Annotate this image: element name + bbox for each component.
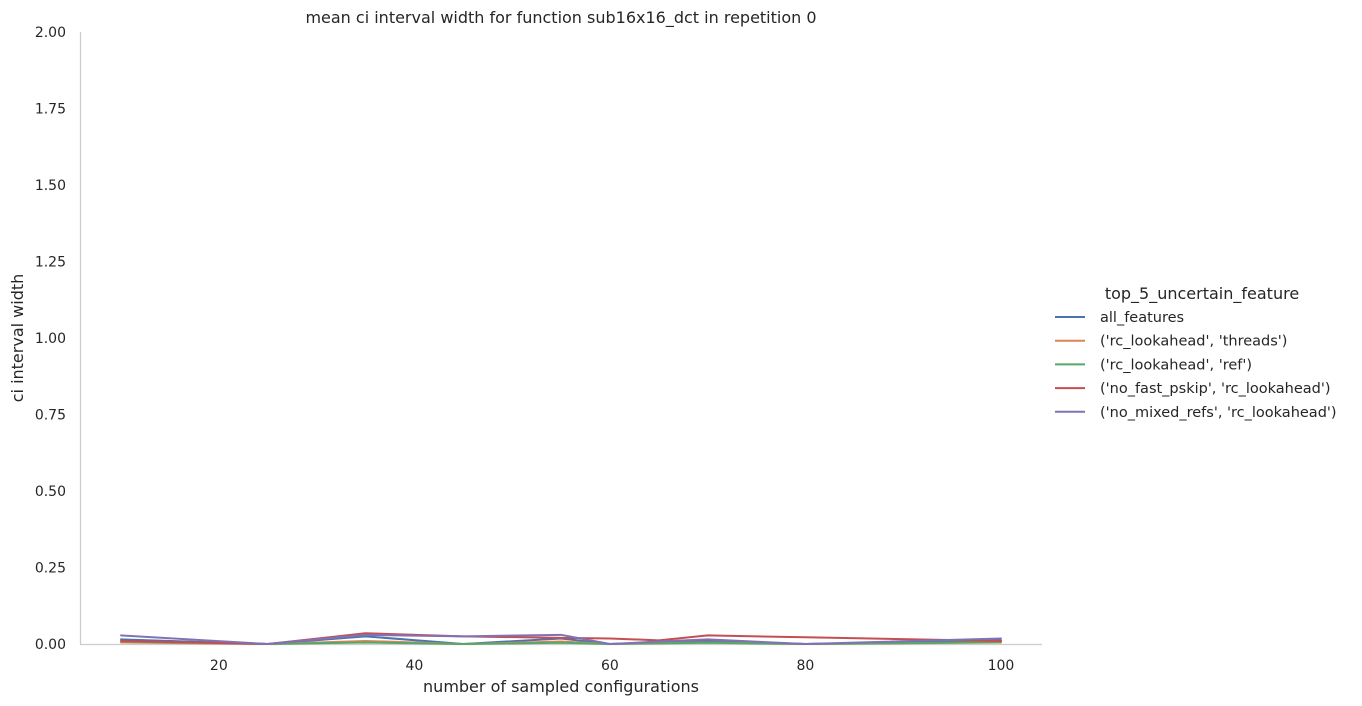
legend-label: ('no_fast_pskip', 'rc_lookahead') bbox=[1100, 381, 1331, 397]
y-tick-label: 0.00 bbox=[35, 637, 66, 653]
legend: top_5_uncertain_feature all_features ('rc… bbox=[1055, 284, 1337, 421]
legend-item: ('no_fast_pskip', 'rc_lookahead') bbox=[1055, 381, 1331, 397]
series-layer bbox=[120, 632, 1002, 645]
chart-title: mean ci interval width for function sub1… bbox=[305, 8, 816, 28]
x-tick-labels: 20 40 60 80 100 bbox=[210, 658, 1014, 674]
legend-label: all_features bbox=[1100, 310, 1184, 326]
y-tick-label: 1.25 bbox=[35, 255, 66, 271]
y-axis-title: ci interval width bbox=[8, 274, 27, 403]
legend-title: top_5_uncertain_feature bbox=[1105, 284, 1299, 304]
y-tick-label: 0.50 bbox=[35, 484, 66, 500]
series-line-2 bbox=[120, 640, 1002, 645]
series-line-4 bbox=[120, 633, 1002, 645]
x-tick-label: 40 bbox=[405, 658, 423, 674]
legend-label: ('rc_lookahead', 'ref') bbox=[1100, 357, 1252, 373]
y-tick-labels: 0.00 0.25 0.50 0.75 1.00 1.25 1.50 1.75 2.00 bbox=[35, 25, 66, 653]
legend-item: all_features bbox=[1055, 310, 1184, 326]
axes-layer bbox=[79, 32, 1042, 646]
x-axis-title: number of sampled configurations bbox=[423, 677, 699, 696]
y-tick-label: 2.00 bbox=[35, 25, 66, 41]
legend-item: ('no_mixed_refs', 'rc_lookahead') bbox=[1055, 405, 1337, 421]
legend-item: ('rc_lookahead', 'threads') bbox=[1055, 334, 1287, 350]
y-tick-label: 1.75 bbox=[35, 102, 66, 118]
legend-label: ('rc_lookahead', 'threads') bbox=[1100, 334, 1287, 350]
x-tick-label: 60 bbox=[601, 658, 619, 674]
legend-item: ('rc_lookahead', 'ref') bbox=[1055, 357, 1252, 373]
x-tick-label: 100 bbox=[988, 658, 1015, 674]
y-tick-label: 1.50 bbox=[35, 178, 66, 194]
y-tick-label: 0.25 bbox=[35, 561, 66, 577]
x-tick-label: 80 bbox=[796, 658, 814, 674]
legend-label: ('no_mixed_refs', 'rc_lookahead') bbox=[1100, 405, 1337, 421]
x-tick-label: 20 bbox=[210, 658, 228, 674]
legend-items: all_features ('rc_lookahead', 'threads') (… bbox=[1055, 310, 1337, 421]
y-tick-label: 1.00 bbox=[35, 331, 66, 347]
y-tick-label: 0.75 bbox=[35, 408, 66, 424]
